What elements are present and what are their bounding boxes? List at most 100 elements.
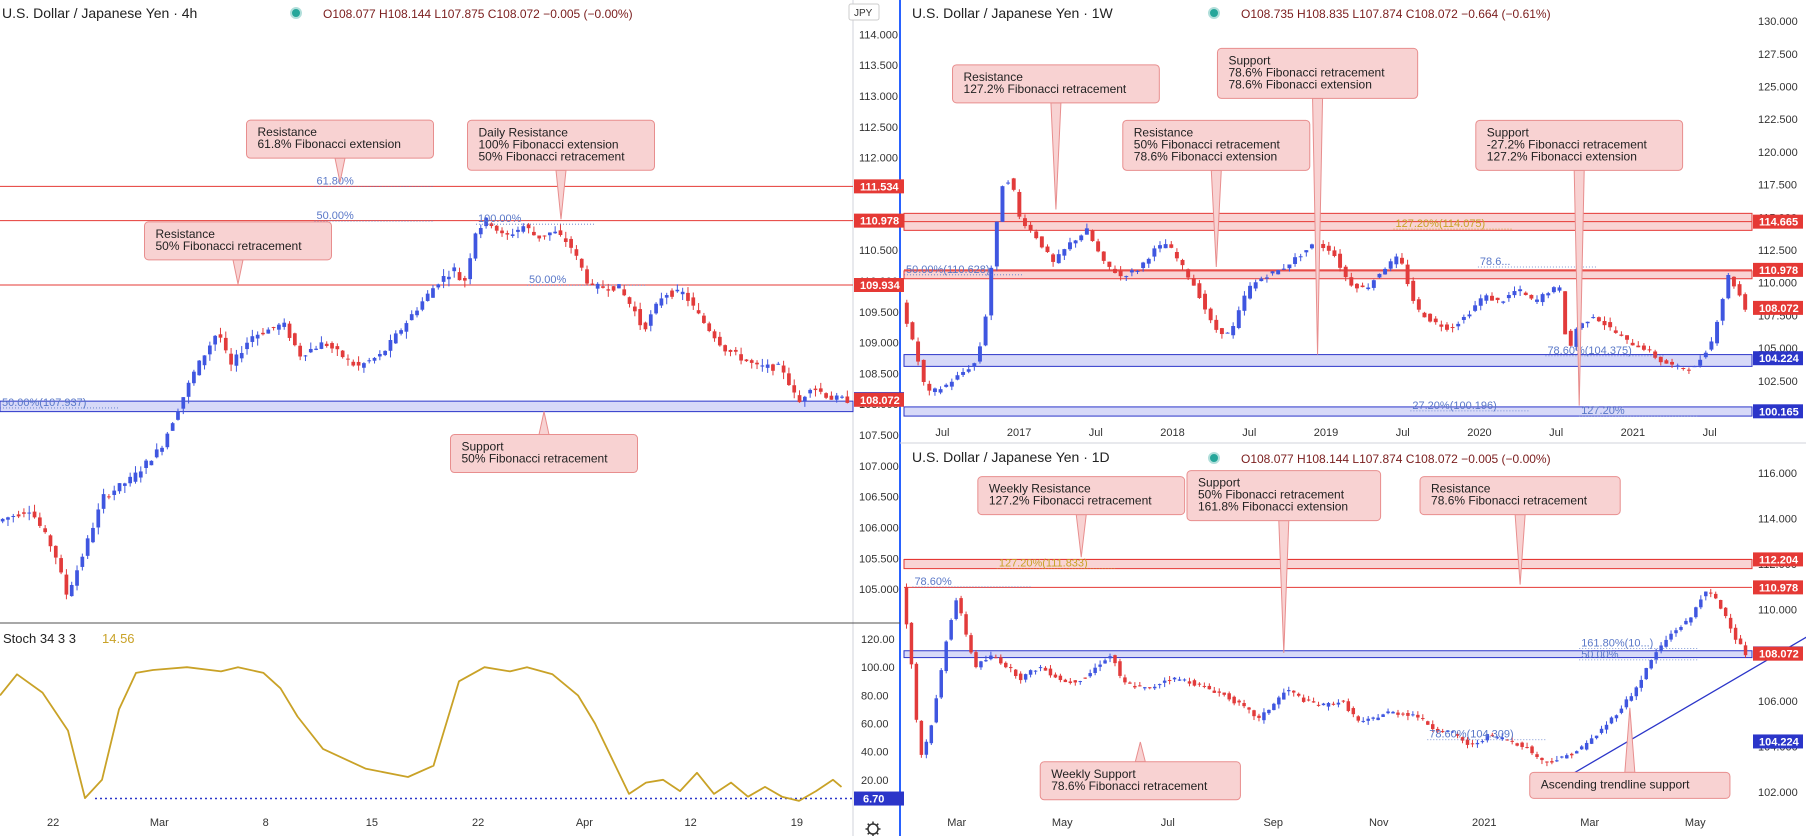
candle-body (1728, 617, 1733, 629)
candle-body (1555, 760, 1559, 762)
y-tick-label: 106.000 (859, 523, 899, 535)
candle-body (1006, 182, 1011, 184)
candle-body (1133, 685, 1137, 688)
candle-body (696, 310, 701, 314)
candle-body (101, 494, 106, 509)
candle-body (425, 293, 430, 301)
zone-support (903, 406, 1753, 417)
candle-body (1118, 661, 1122, 676)
live-dot-icon (290, 7, 302, 19)
callout-box (1419, 476, 1621, 516)
candle-body (1093, 667, 1097, 673)
candle-body (1703, 352, 1708, 358)
gear-icon-tooth (876, 832, 879, 835)
gear-icon (865, 821, 881, 836)
candle-body (1068, 681, 1073, 683)
candle-body (1431, 724, 1435, 730)
candle-body (1158, 245, 1162, 249)
candle-body (250, 336, 255, 342)
fib-label: 127.20% (1581, 405, 1625, 417)
price-badge-bg (1753, 646, 1803, 661)
candle-body (622, 289, 627, 296)
y-tick-label: 100.00 (861, 662, 895, 674)
x-tick-label: Jul (935, 427, 949, 439)
x-tick-label: 2017 (1007, 427, 1031, 439)
fib-label: 127.20%(114.075) (1396, 218, 1486, 230)
y-tick-label: 110.500 (859, 245, 898, 257)
candle-body (80, 556, 85, 567)
y-tick-label: 102.500 (1758, 376, 1798, 388)
candle-body (239, 353, 244, 359)
price-badge: 108.072 (854, 392, 904, 407)
callout-text: Support (1228, 53, 1271, 67)
callout-text: Resistance (156, 227, 216, 241)
candle-body (1709, 592, 1713, 594)
candle-body (1146, 258, 1151, 264)
candle-body (1540, 294, 1545, 303)
candle-body (749, 360, 754, 363)
candle-body (319, 342, 324, 349)
candle-body (909, 622, 914, 665)
candle-body (510, 234, 515, 237)
candle-body (1371, 717, 1375, 719)
callout-box (467, 119, 655, 171)
candle-body (1433, 318, 1438, 323)
candle-body (0, 518, 5, 522)
y-tick-label: 112.500 (1758, 245, 1797, 257)
candle-body (1332, 250, 1337, 256)
candle-body (160, 447, 164, 452)
candle-body (516, 229, 520, 232)
candle-body (904, 302, 909, 324)
price-badge-label: 100.165 (1759, 406, 1799, 418)
ohlc-readout: O108.077 H108.144 L107.875 C108.072 −0.0… (323, 7, 633, 21)
candle-body (245, 342, 249, 350)
candle-body (1242, 703, 1246, 707)
candle-body (1123, 677, 1127, 683)
candle-body (1535, 299, 1539, 302)
candle-body (213, 335, 218, 345)
price-badge-bg (1753, 734, 1803, 749)
candle-body (1591, 317, 1596, 319)
candle-body (1743, 645, 1748, 656)
candle-body (1113, 268, 1117, 273)
candle-body (1629, 696, 1634, 701)
x-tick-label: Jul (1089, 427, 1103, 439)
candle-body (1467, 314, 1472, 317)
candle-body (1426, 721, 1430, 725)
candle-body (1311, 701, 1316, 703)
candle-body (1306, 699, 1311, 701)
candle-body (1177, 679, 1182, 681)
candle-body (261, 332, 265, 335)
candle-body (149, 460, 154, 466)
candle-body (1096, 241, 1101, 252)
candle-body (994, 221, 999, 267)
chart-header: U.S. Dollar / Japanese Yen · 1W O108.735 … (912, 5, 1551, 21)
fib-label: 50.00%(107.937) (2, 397, 86, 409)
price-badge: 111.534 (854, 179, 904, 194)
candle-body (1614, 715, 1619, 719)
candle-body (1287, 690, 1291, 692)
candle-body (590, 283, 595, 285)
candle-body (69, 584, 74, 597)
fib-label: 78.60% (914, 576, 952, 588)
candle-body (1709, 341, 1714, 350)
x-tick-label: Jul (1396, 427, 1410, 439)
callout-text: Resistance (258, 125, 318, 139)
y-tick-label: 40.00 (861, 747, 889, 759)
callout-text: 127.2% Fibonacci retracement (964, 82, 1127, 96)
candle-body (1388, 261, 1393, 269)
candle-body (420, 301, 425, 310)
candle-body (351, 361, 356, 366)
candle-body (165, 433, 170, 448)
candle-body (255, 334, 260, 339)
candle-body (1411, 280, 1416, 301)
candle-body (1381, 714, 1385, 717)
candle-body (654, 303, 658, 314)
chart-4h: 105.000 105.500 106.000 106.500 107.000 107.5… (0, 3, 904, 829)
candle-body (1686, 369, 1691, 371)
callout-box (1122, 119, 1311, 171)
candle-body (959, 598, 963, 614)
